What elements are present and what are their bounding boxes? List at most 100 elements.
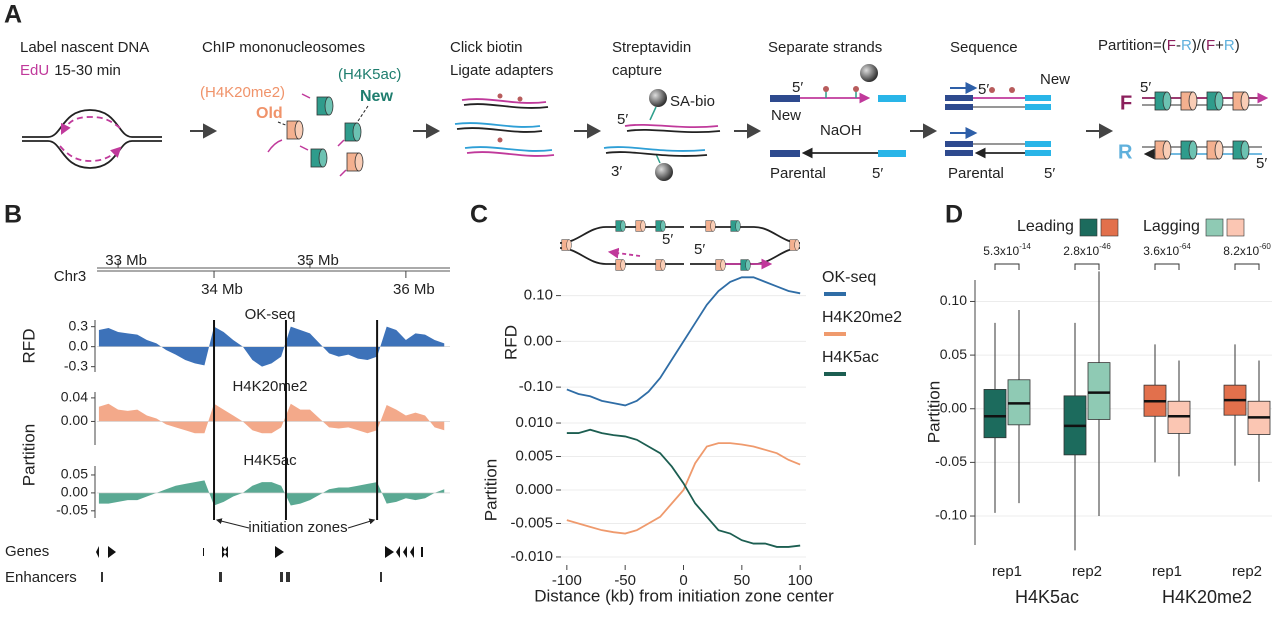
nucleosome — [1154, 140, 1172, 160]
formula-part: F — [1206, 37, 1215, 54]
end-label: 3′ — [611, 163, 622, 180]
row-label: Genes — [5, 543, 49, 560]
p-value-base: 3.6x10 — [1143, 244, 1179, 258]
p-value-base: 5.3x10 — [983, 244, 1019, 258]
y-tick-label: 0.3 — [69, 317, 89, 333]
bead — [649, 89, 667, 107]
step-title: Click biotin — [450, 39, 523, 56]
gene-glyphs — [96, 546, 423, 558]
x-tick-label: 35 Mb — [297, 252, 339, 269]
forward-label: F — [1120, 92, 1132, 114]
linker — [825, 90, 857, 98]
dna-fragment — [461, 98, 547, 104]
y-tick-label: -0.3 — [64, 357, 88, 373]
x-tick-label: rep1 — [1152, 563, 1182, 580]
dna-fragment — [464, 146, 553, 152]
panel-a: Label nascent DNA EdU 15-30 min ChIP mono… — [20, 37, 1269, 182]
step-title: Label nascent DNA — [20, 39, 149, 56]
end-label: 5′ — [617, 111, 628, 128]
nucleosome — [1180, 91, 1198, 111]
dna-fragment — [626, 128, 721, 134]
series-line — [566, 442, 801, 535]
legend-swatch — [1226, 218, 1245, 237]
legend-label: Lagging — [1143, 218, 1200, 235]
formula-part: R — [1224, 37, 1235, 54]
adapter — [945, 95, 973, 101]
formula-part: Partition=( — [1098, 37, 1167, 54]
y-tick-label: -0.05 — [935, 453, 967, 469]
x-axis-label: Distance (kb) from initiation zone cente… — [534, 586, 834, 605]
enhancer-glyphs — [101, 572, 382, 582]
new-label: New — [360, 88, 393, 105]
y-tick-label: 0.05 — [61, 466, 88, 482]
end-label: 5′ — [792, 79, 803, 96]
x-tick-label: rep2 — [1072, 563, 1102, 580]
reverse-label: R — [1118, 141, 1133, 163]
mark-label: (H4K20me2) — [200, 84, 285, 101]
formula: Partition=(F-R)/(F+R) — [1098, 37, 1240, 54]
step-title: EdU 15-30 min — [20, 62, 121, 79]
step-arrows — [190, 123, 1114, 139]
end-label: 5′ — [1256, 155, 1267, 172]
y-axis-label: RFD — [19, 329, 38, 364]
y-tick-label: 0.04 — [61, 389, 88, 405]
step-title: Separate strands — [768, 39, 882, 56]
adapter — [878, 150, 906, 157]
adapter — [770, 150, 800, 157]
legend-swatch — [1205, 218, 1224, 237]
x-tick-label: rep1 — [992, 563, 1022, 580]
x-tick-label: 50 — [733, 572, 750, 589]
box — [983, 389, 1007, 439]
y-tick-label: 0.005 — [515, 447, 553, 464]
box — [1087, 362, 1111, 420]
y-tick-label: -0.005 — [510, 514, 553, 531]
dna-fragment — [463, 103, 549, 109]
y-tick-label: 0.010 — [515, 414, 553, 431]
y-tick-label: 0.10 — [524, 287, 553, 304]
step-title: ChIP mononucleosomes — [202, 39, 365, 56]
group-label: H4K20me2 — [1162, 587, 1252, 607]
legend-swatch — [1100, 218, 1119, 237]
adapter — [878, 95, 906, 102]
bead — [655, 163, 673, 181]
step-title: Sequence — [950, 39, 1018, 56]
adapter — [1025, 150, 1051, 156]
bracket — [1074, 263, 1100, 270]
adapter — [1025, 95, 1051, 101]
y-tick-label: 0.05 — [940, 346, 967, 362]
p-value: 2.8x10-46 — [1063, 242, 1111, 258]
x-axis-label: Chr3 — [54, 268, 87, 285]
strand-label: New — [771, 107, 801, 124]
x-tick-label: -50 — [614, 572, 636, 589]
dna-fragment — [454, 122, 541, 128]
label-name: EdU — [20, 62, 49, 79]
p-value-exponent: -64 — [1179, 242, 1191, 251]
x-tick-label: 0 — [679, 572, 687, 589]
panel-letter: A — [4, 1, 22, 29]
annotation: initiation zones — [248, 519, 347, 536]
dna-fragment — [466, 151, 555, 157]
nucleosome — [310, 148, 328, 168]
legend-swatch — [1079, 218, 1098, 237]
biotin — [497, 93, 523, 143]
nucleosome — [346, 152, 364, 172]
pointer — [277, 105, 369, 127]
end-label: 5′ — [1140, 79, 1151, 96]
y-axis-label: Partition — [19, 424, 38, 486]
y-tick-label: 0.0 — [69, 337, 89, 353]
nascent-strand — [61, 116, 121, 135]
replication-bubble — [22, 109, 162, 169]
nucleosome — [344, 122, 362, 142]
bracket — [994, 263, 1020, 270]
series-line — [566, 428, 801, 548]
annotation-arrow — [215, 518, 250, 529]
nucleosome — [1154, 91, 1172, 111]
end-label: 5′ — [694, 241, 705, 258]
mark-label: (H4K5ac) — [338, 66, 401, 83]
p-value-exponent: -60 — [1259, 242, 1271, 251]
formula-part: - — [1176, 37, 1181, 54]
formula-part: ) — [1235, 37, 1240, 54]
adapter — [1025, 104, 1051, 110]
bead — [860, 64, 878, 82]
